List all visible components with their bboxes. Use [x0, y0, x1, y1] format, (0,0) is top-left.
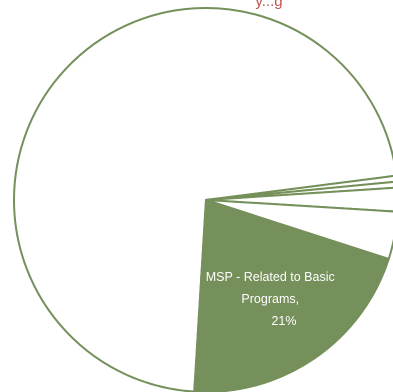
pie-slice-1 [205, 175, 393, 201]
chart-title-fragment: y...g [255, 0, 282, 10]
pie-slice-0 [13, 7, 393, 392]
slice-label-msp: MSP - Related to Basic Programs, 21% [206, 270, 338, 328]
pie-slice-5 [193, 199, 390, 392]
pie-slices [13, 7, 393, 392]
slice-label-line1: MSP - Related to Basic [206, 270, 335, 284]
pie-slice-3 [205, 186, 393, 213]
slice-label-value: 21% [271, 314, 296, 328]
slice-label-line2: Programs, [241, 292, 299, 306]
